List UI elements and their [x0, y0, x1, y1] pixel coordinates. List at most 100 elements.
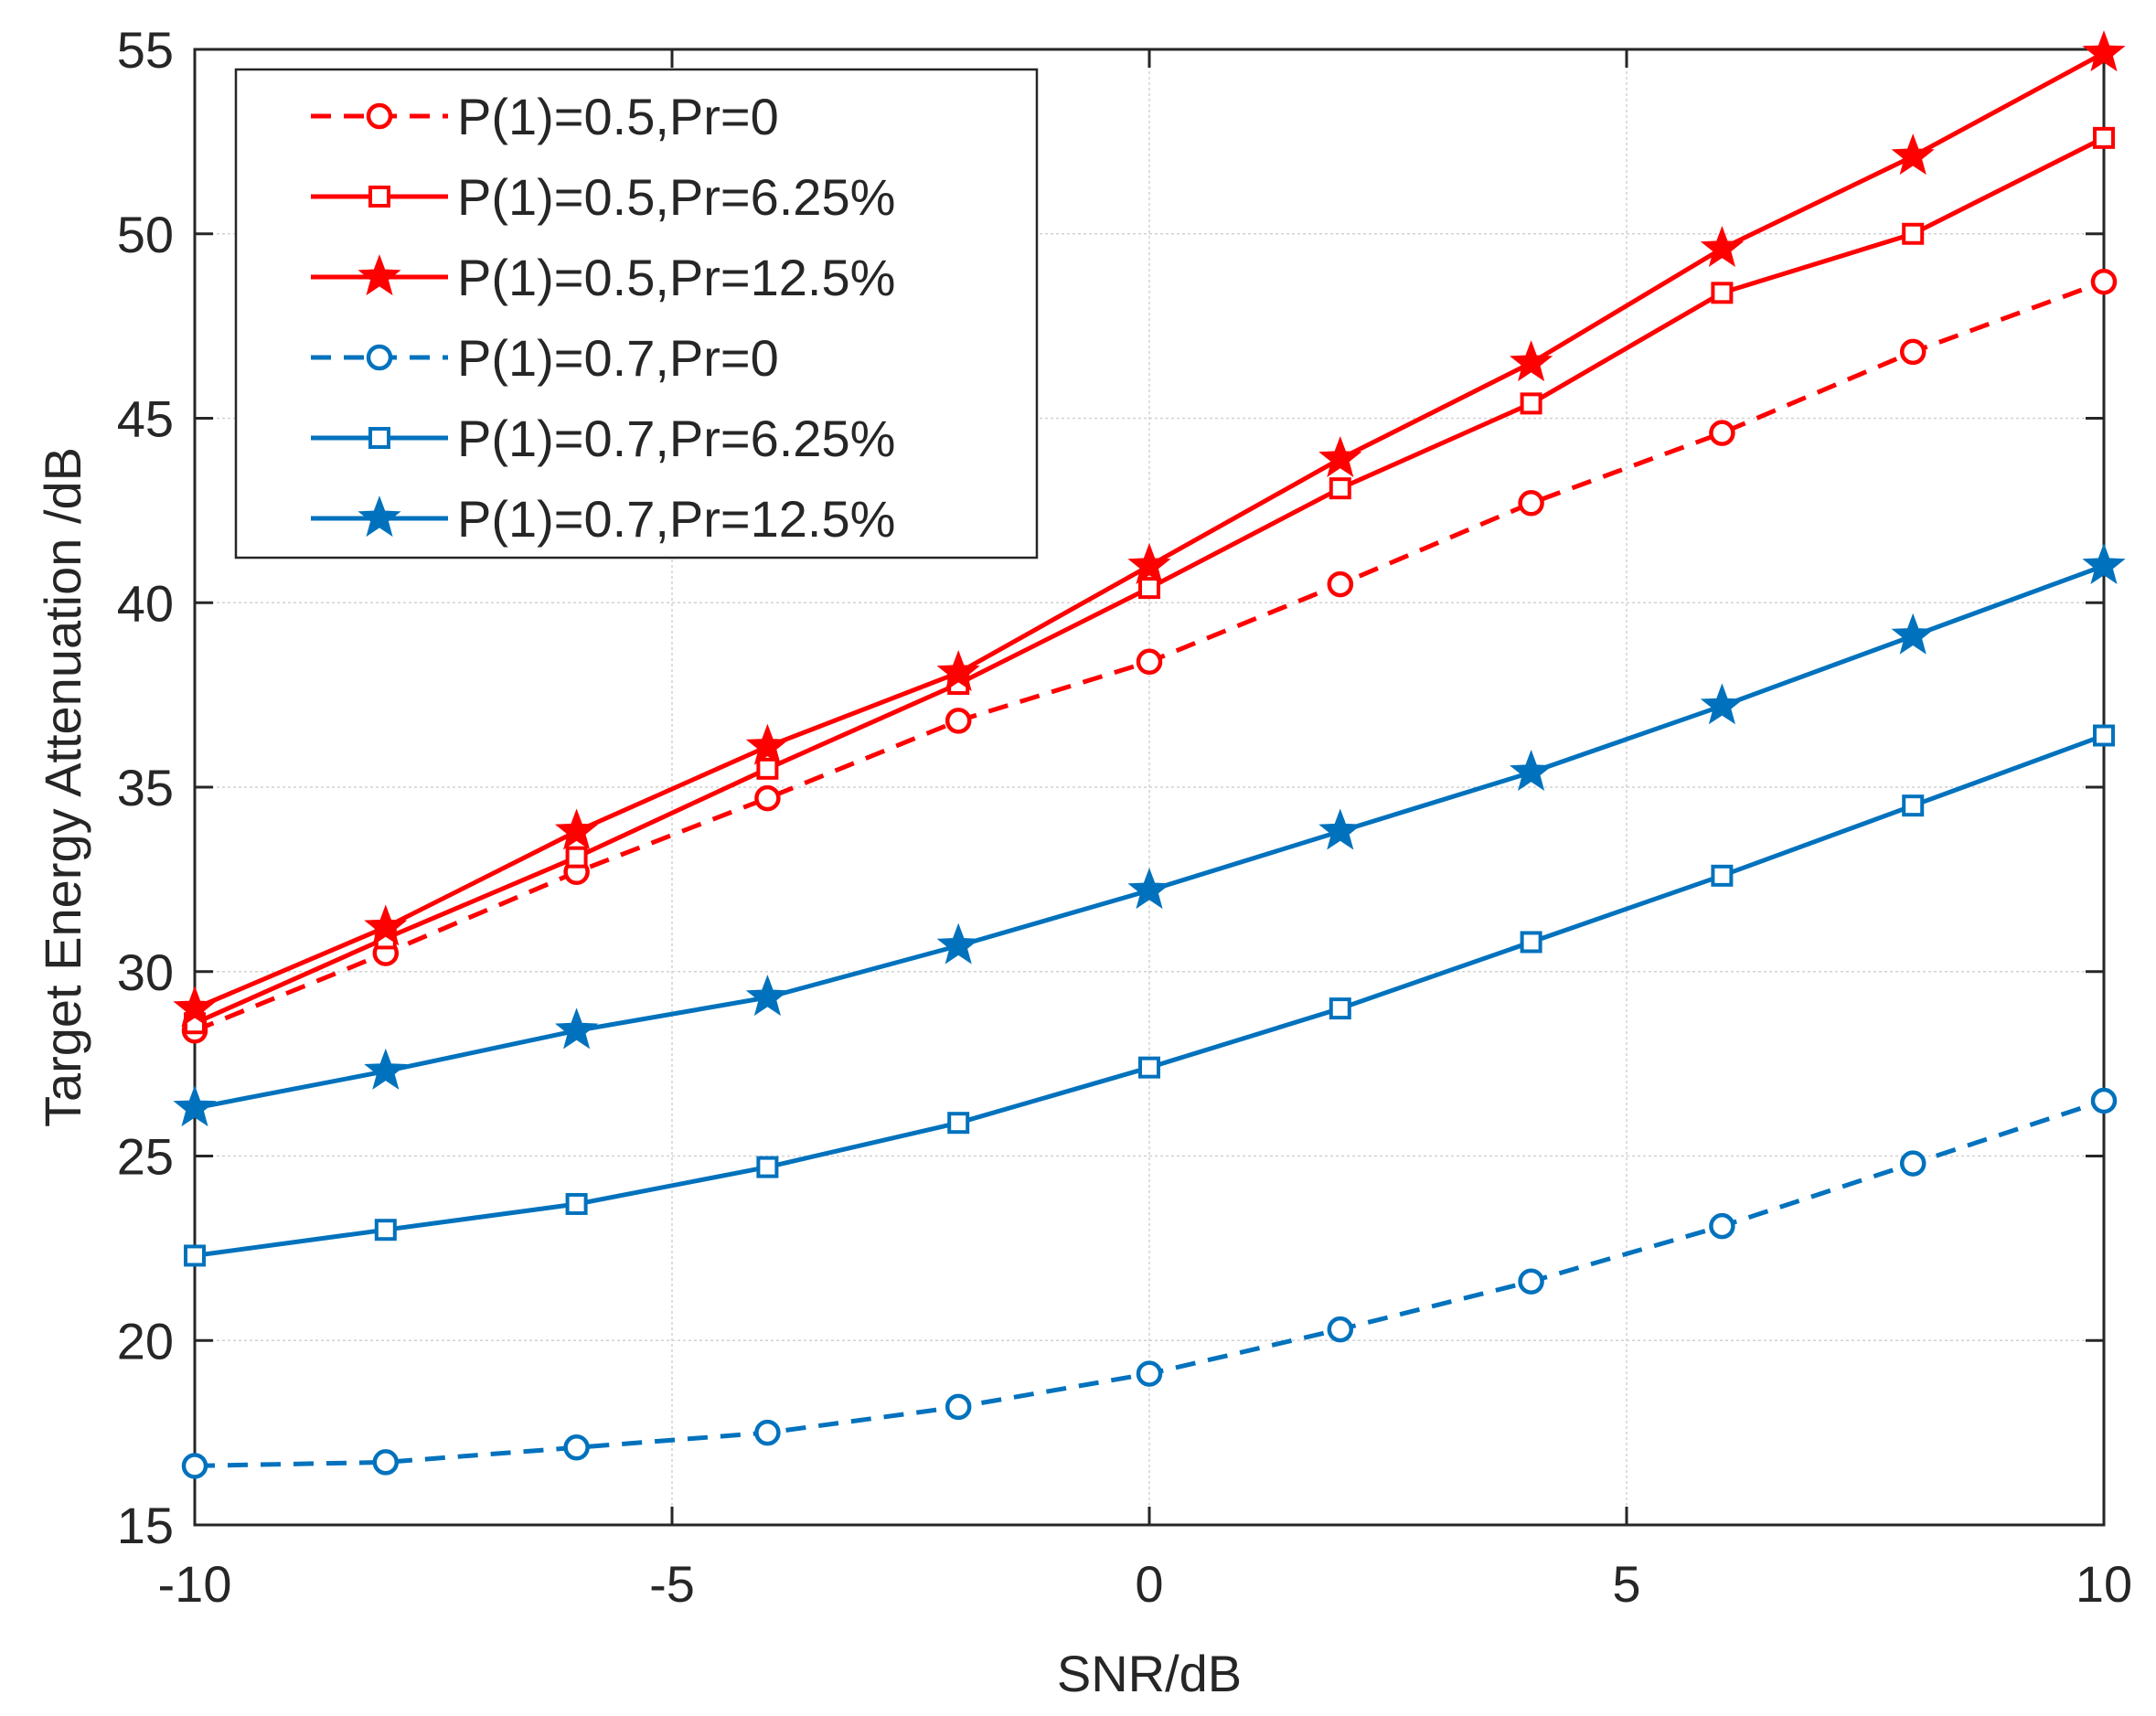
data-point-square — [1902, 794, 1925, 817]
data-point-square — [1138, 1056, 1160, 1079]
data-point-star — [1700, 226, 1745, 268]
data-point-star — [555, 808, 599, 850]
data-point-circle — [945, 708, 972, 734]
y-tick-label: 30 — [117, 943, 174, 1001]
data-point-circle — [2090, 1087, 2118, 1114]
data-point-square — [1329, 477, 1351, 500]
legend-entry: P(1)=0.5,Pr=6.25% — [311, 168, 895, 226]
data-point-star — [936, 650, 980, 691]
data-point-square — [1711, 864, 1734, 887]
x-tick-label: 10 — [2076, 1555, 2132, 1613]
data-point-star — [364, 1048, 408, 1090]
data-point-square — [565, 846, 588, 869]
y-tick-label: 45 — [117, 390, 174, 448]
legend-label: P(1)=0.5,Pr=12.5% — [457, 249, 895, 306]
data-point-star — [1509, 340, 1553, 382]
data-point-circle — [1899, 338, 1927, 366]
y-tick-label: 55 — [117, 21, 174, 79]
legend-entry: P(1)=0.7,Pr=6.25% — [311, 410, 895, 467]
data-point-star — [1127, 543, 1171, 585]
series-4 — [181, 1087, 2118, 1479]
data-point-square — [1329, 997, 1351, 1020]
x-tick-label: -10 — [158, 1555, 232, 1613]
series-group — [173, 30, 2126, 1479]
data-point-star — [745, 723, 789, 765]
data-point-circle — [1136, 1360, 1163, 1387]
data-point-square — [1138, 577, 1160, 600]
data-point-star — [358, 254, 401, 296]
data-point-circle — [1709, 1212, 1735, 1240]
legend: P(1)=0.5,Pr=0 P(1)=0.5,Pr=6.25% P(1)=0.5,P… — [234, 68, 1039, 560]
data-point-circle — [372, 1449, 400, 1476]
data-point-star — [2082, 30, 2126, 72]
data-point-circle — [754, 1419, 781, 1446]
data-point-circle — [181, 1453, 208, 1479]
data-point-square — [2093, 724, 2115, 747]
data-point-circle — [945, 1393, 972, 1421]
data-point-star — [745, 975, 789, 1017]
data-point-circle — [1136, 648, 1163, 676]
y-tick-label: 35 — [117, 759, 174, 816]
data-point-star — [1318, 436, 1362, 478]
data-point-circle — [1709, 420, 1735, 446]
data-point-star — [173, 986, 217, 1028]
data-point-circle — [1518, 490, 1544, 517]
data-point-circle — [1327, 1316, 1354, 1343]
data-point-square — [2093, 126, 2115, 149]
legend-label: P(1)=0.5,Pr=6.25% — [457, 168, 895, 226]
series-5 — [184, 724, 2115, 1267]
data-point-star — [1318, 808, 1362, 850]
legend-label: P(1)=0.7,Pr=0 — [457, 329, 779, 387]
data-point-square — [756, 1156, 779, 1178]
y-tick-label: 20 — [117, 1312, 174, 1370]
data-point-circle — [1899, 1150, 1927, 1177]
legend-label: P(1)=0.7,Pr=6.25% — [457, 410, 895, 467]
series-6 — [173, 543, 2126, 1127]
data-point-circle — [1327, 570, 1354, 598]
data-point-star — [1700, 683, 1745, 725]
data-point-circle — [366, 102, 393, 130]
data-point-square — [368, 186, 390, 208]
y-axis-label: Target Energy Attenuation /dB — [34, 447, 91, 1127]
data-point-circle — [754, 784, 781, 812]
y-tick-label: 40 — [117, 574, 174, 632]
data-point-square — [368, 427, 390, 449]
series-3 — [173, 30, 2126, 1028]
y-tick-label: 15 — [117, 1497, 174, 1554]
y-tick-label: 25 — [117, 1128, 174, 1186]
data-point-square — [1520, 392, 1542, 415]
data-point-square — [374, 1219, 397, 1242]
y-tick-label: 50 — [117, 206, 174, 263]
legend-entry: P(1)=0.5,Pr=0 — [311, 88, 779, 145]
x-tick-label: 0 — [1135, 1555, 1163, 1613]
data-point-star — [358, 496, 401, 538]
legend-label: P(1)=0.7,Pr=12.5% — [457, 490, 895, 548]
data-point-circle — [2090, 268, 2118, 295]
data-point-square — [756, 757, 779, 780]
data-point-square — [1520, 931, 1542, 954]
data-point-square — [565, 1192, 588, 1215]
legend-label: P(1)=0.5,Pr=0 — [457, 88, 779, 145]
data-point-star — [936, 922, 980, 965]
data-point-square — [1902, 222, 1925, 245]
data-point-star — [555, 1007, 599, 1050]
x-axis-label: SNR/dB — [1057, 1645, 1242, 1702]
legend-entry: P(1)=0.7,Pr=12.5% — [311, 490, 895, 548]
data-point-star — [364, 904, 408, 946]
axis-ticks: -10 -5 0 5 10 15 20 25 30 35 40 45 50 55 — [117, 21, 2132, 1613]
data-point-star — [1891, 133, 1935, 176]
data-point-square — [1711, 282, 1734, 304]
data-point-star — [1127, 868, 1171, 910]
data-point-circle — [1518, 1268, 1544, 1295]
data-point-circle — [366, 344, 393, 371]
data-point-star — [173, 1085, 217, 1127]
legend-box — [234, 68, 1039, 560]
data-point-circle — [563, 1434, 590, 1461]
x-tick-label: 5 — [1612, 1555, 1640, 1613]
data-point-square — [947, 1112, 970, 1135]
legend-entry: P(1)=0.5,Pr=12.5% — [311, 249, 895, 306]
data-point-square — [184, 1244, 206, 1267]
legend-entry: P(1)=0.7,Pr=0 — [311, 329, 779, 387]
x-tick-label: -5 — [649, 1555, 695, 1613]
